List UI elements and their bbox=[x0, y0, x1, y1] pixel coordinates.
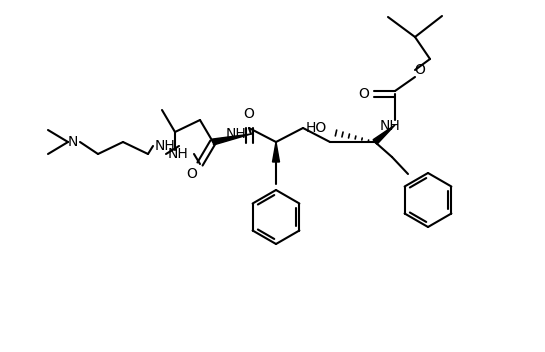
Text: NH: NH bbox=[168, 147, 189, 161]
Text: O: O bbox=[359, 87, 370, 101]
Text: NH: NH bbox=[226, 127, 246, 141]
Polygon shape bbox=[373, 125, 395, 144]
Text: O: O bbox=[186, 167, 197, 181]
Polygon shape bbox=[272, 142, 280, 162]
Text: O: O bbox=[415, 63, 426, 77]
Text: O: O bbox=[244, 107, 255, 121]
Text: NH: NH bbox=[155, 139, 175, 153]
Text: N: N bbox=[68, 135, 78, 149]
Text: HO: HO bbox=[305, 121, 326, 135]
Text: NH: NH bbox=[380, 119, 401, 133]
Polygon shape bbox=[213, 134, 251, 145]
